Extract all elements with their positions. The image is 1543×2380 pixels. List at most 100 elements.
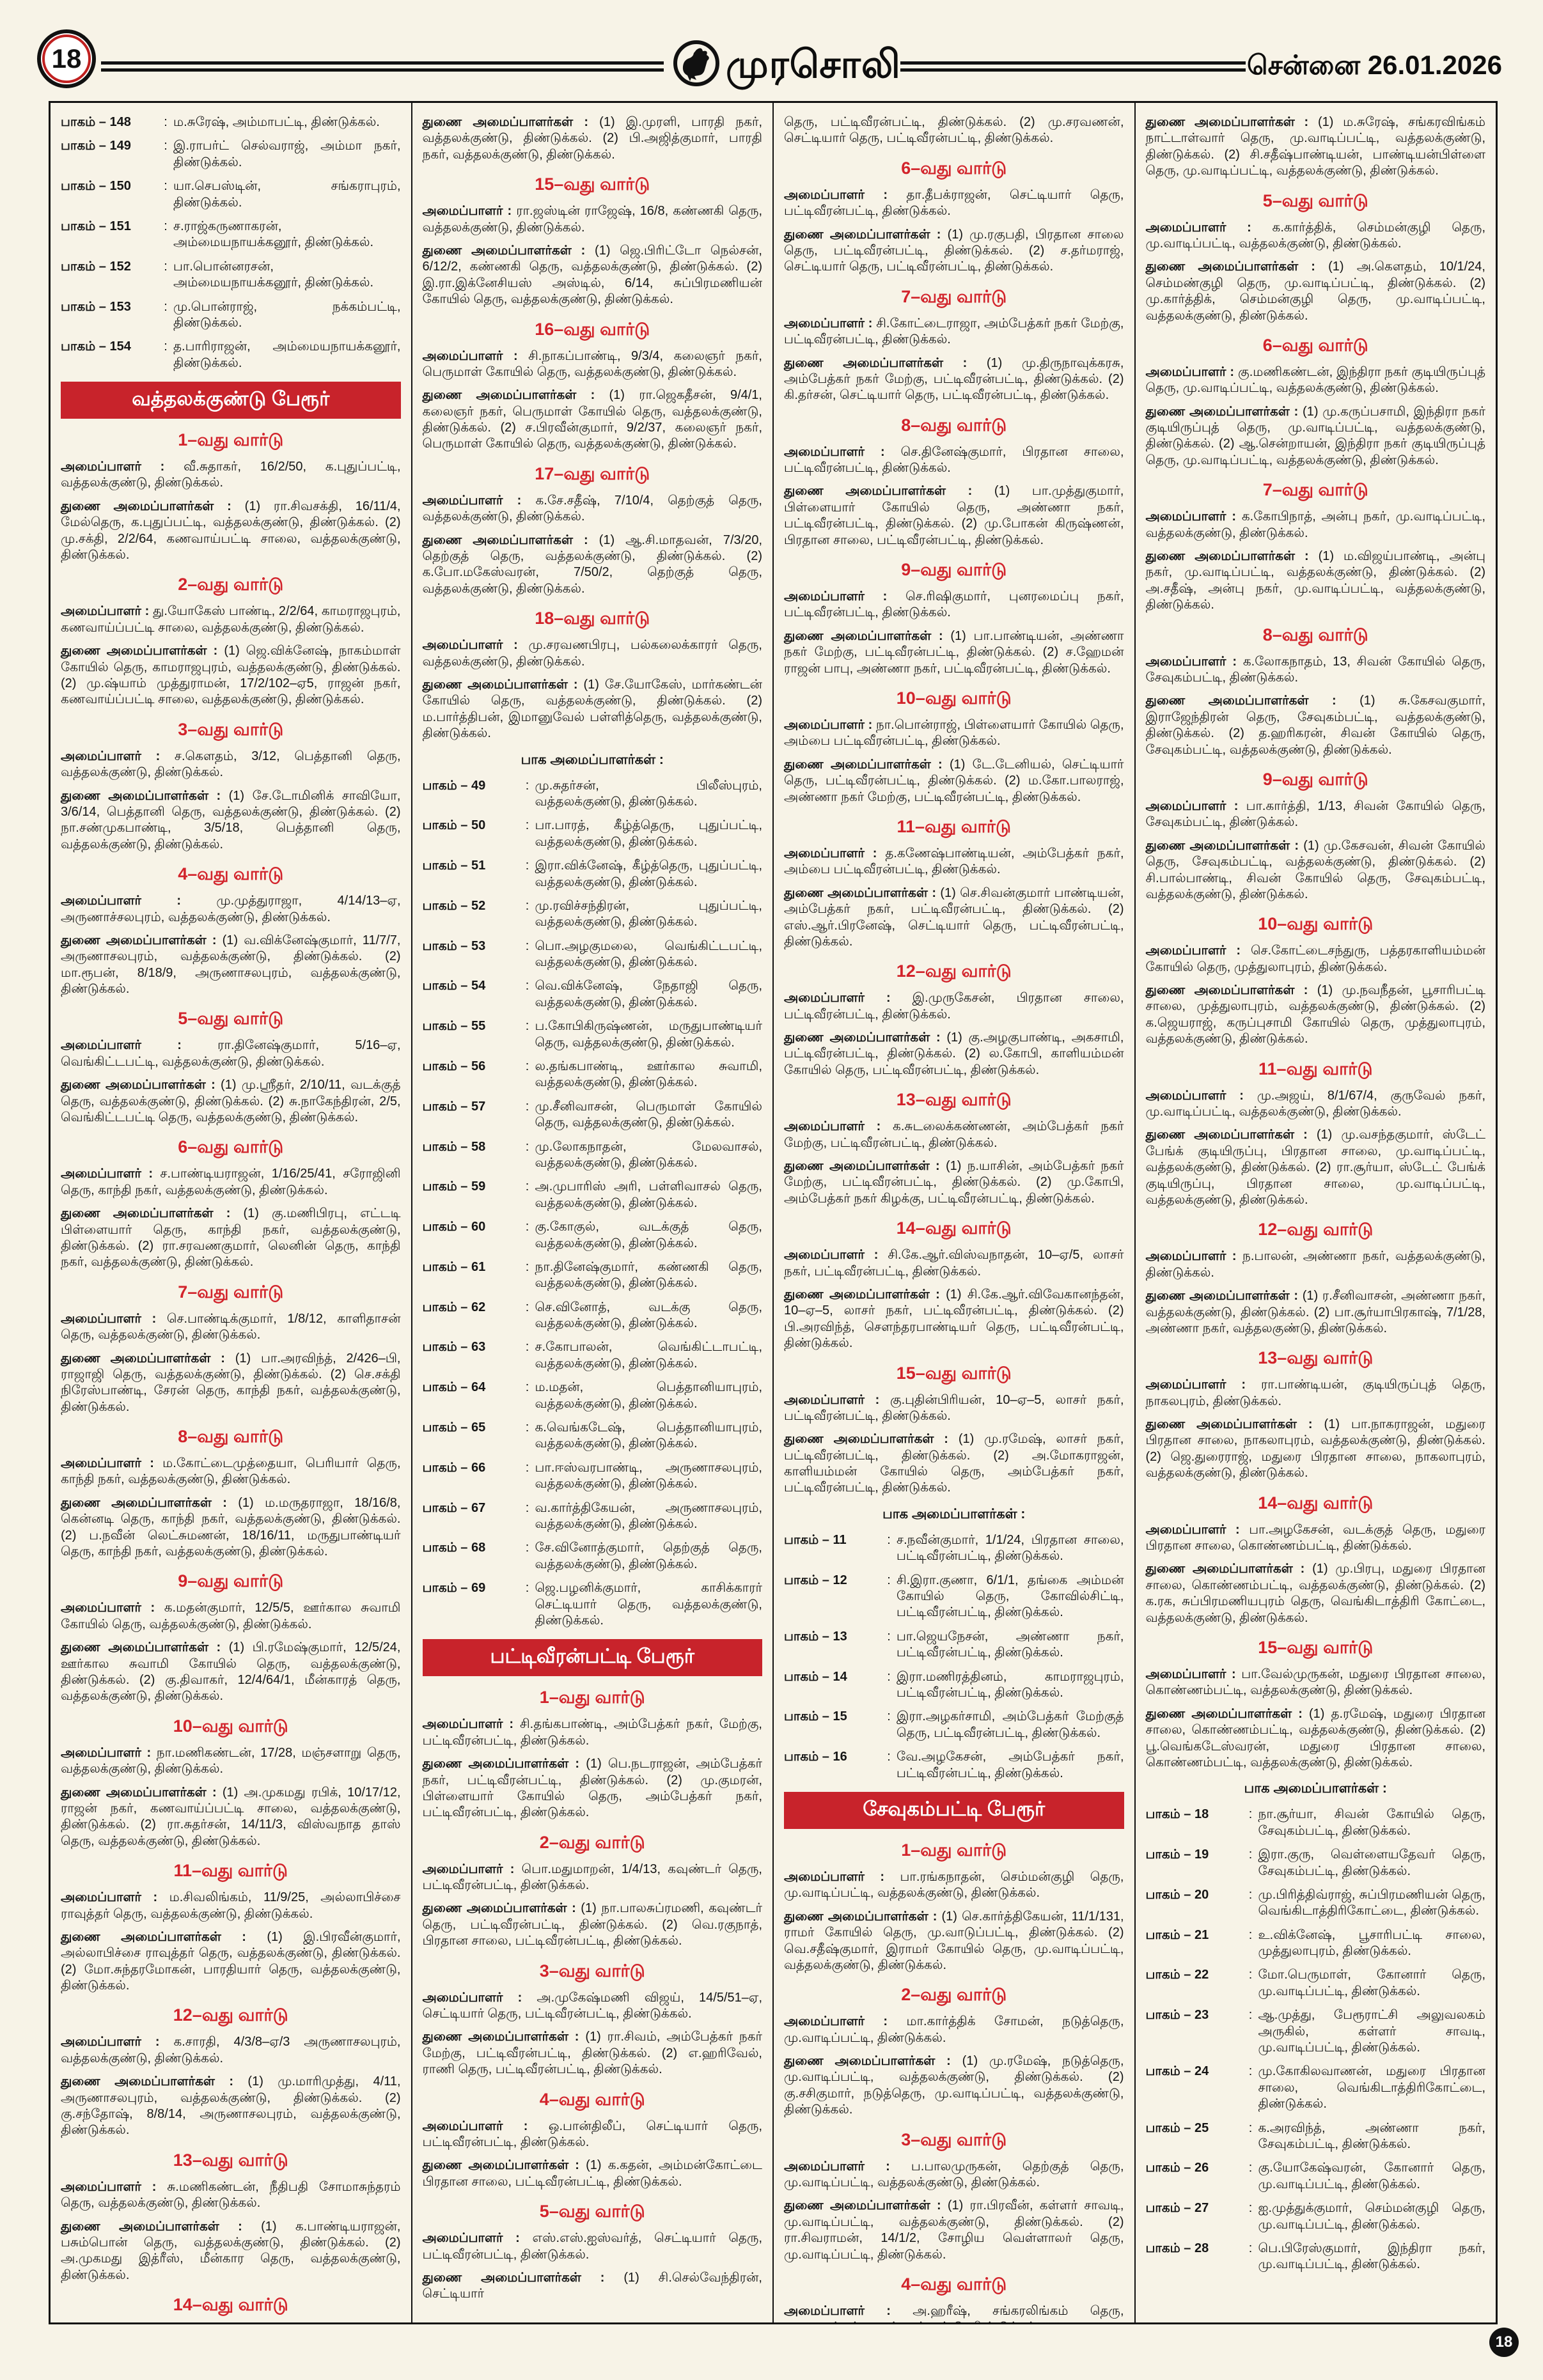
pagam-text: இரா.மணிரத்தினம், காமராஜபுரம், பட்டிவீரன்… xyxy=(897,1669,1124,1700)
pagam-separator: : xyxy=(164,179,168,194)
organizer-paragraph: அமைப்பாளர் : ரா.பாண்டியன், குடியிருப்புத… xyxy=(1145,1378,1486,1408)
pagam-text: நா.சூர்யா, சிவன் கோயில் தெரு, சேவுகம்பட்… xyxy=(1258,1807,1486,1838)
pagam-text: ம.சுரேஷ், அம்மாபட்டி, திண்டுக்கல். xyxy=(173,115,380,129)
paragraph-label: துணை அமைப்பாளர்கள் : xyxy=(422,677,584,692)
pagam-number: பாகம் – 19 xyxy=(1145,1847,1209,1862)
pagam-separator: : xyxy=(164,259,168,274)
pagam-number: பாகம் – 150 xyxy=(61,179,131,194)
ward-heading: 7–வது வார்டு xyxy=(178,1282,284,1302)
pagam-text: மு.லோகநாதன், மேலவாசல், வத்தலக்குண்டு, தி… xyxy=(535,1139,763,1170)
pagam-text: நா.தினேஷ்குமார், கண்ணகி தெரு, வத்தலக்குண… xyxy=(535,1259,763,1291)
pagam-number: பாகம் – 69 xyxy=(422,1581,486,1596)
pagam-text: மு.ரவிச்சந்திரன், புதுப்பட்டி, வத்தலக்கு… xyxy=(535,898,763,929)
paragraph-label: அமைப்பாளர் : xyxy=(1145,798,1246,813)
pagam-text: ஆ.முத்து, பேரூராட்சி அலுவலகம் அருகில், க… xyxy=(1258,2008,1486,2055)
pagam-row: பாகம் – 67: வ.கார்த்திகேயன், அருணாசலபுரம்… xyxy=(423,1500,763,1533)
ward-heading: 3–வது வார்டு xyxy=(901,2129,1007,2149)
deputy-organizers-paragraph: துணை அமைப்பாளர்கள் : (1) மு.ரமேஷ், நடுத்… xyxy=(784,2054,1124,2117)
pagam-separator: : xyxy=(887,1629,891,1644)
pagam-row: பாகம் – 59: அ.முபாரிஸ் அரி, பள்ளிவாசல் தெ… xyxy=(423,1179,763,1211)
pagam-row: பாகம் – 19: இரா.குரு, வெள்ளையதேவர் தெரு, … xyxy=(1146,1847,1486,1879)
pagam-number: பாகம் – 52 xyxy=(422,898,486,913)
deputy-organizers-paragraph: துணை அமைப்பாளர்கள் : (1) ம.விஜய்பாண்டி, … xyxy=(1145,549,1486,612)
deputy-organizers-paragraph: துணை அமைப்பாளர்கள் : (1) வ.விக்னேஷ்குமார… xyxy=(61,933,401,997)
pagam-row: பாகம் – 153: மு.பொன்ராஜ், நக்கம்பட்டி, தி… xyxy=(61,299,401,332)
pagam-separator: : xyxy=(1248,2201,1253,2216)
organizer-paragraph: அமைப்பாளர் : வீ.சுதாகர், 16/2/50, க.புது… xyxy=(61,460,401,490)
ward-heading: 7–வது வார்டு xyxy=(1262,480,1368,500)
ward-heading: 18–வது வார்டு xyxy=(535,609,650,628)
paragraph-label: அமைப்பாளர் : xyxy=(61,1456,163,1471)
pagam-number: பாகம் – 63 xyxy=(422,1340,486,1355)
pagam-text: உ.விக்னேஷ், பூசாரிபட்டி சாலை, முத்துலாபு… xyxy=(1258,1927,1486,1959)
paragraph-label: அமைப்பாளர் : xyxy=(422,204,517,219)
paragraph-label: துணை அமைப்பாளர்கள் : xyxy=(1145,260,1329,274)
pagam-text: அ.முபாரிஸ் அரி, பள்ளிவாசல் தெரு, வத்தலக்… xyxy=(535,1179,763,1210)
paragraph-label: துணை அமைப்பாளர்கள் : xyxy=(422,1757,586,1771)
pagam-row: பாகம் – 20: மு.பிரித்திவ்ராஜ், சுப்பிரமணி… xyxy=(1146,1887,1486,1920)
paragraph-label: துணை அமைப்பாளர்கள் : xyxy=(61,1078,221,1093)
pagam-text: வெ.விக்னேஷ், நேதாஜி தெரு, வத்தலக்குண்டு,… xyxy=(535,979,763,1009)
deputy-organizers-paragraph: துணை அமைப்பாளர்கள் : (1) கு.அழகுபாண்டி, … xyxy=(784,1031,1124,1077)
pagam-text: ஐ.முத்துக்குமார், செம்மன்குழி தெரு, மு.வ… xyxy=(1258,2201,1486,2232)
section-banner: வத்தலக்குண்டு பேரூர் xyxy=(61,382,401,419)
pagam-number: பாகம் – 21 xyxy=(1145,1927,1209,1942)
paragraph-label: துணை அமைப்பாளர்கள் : xyxy=(61,1929,267,1944)
pagam-separator: : xyxy=(887,1573,891,1587)
paragraph-label: துணை அமைப்பாளர்கள் : xyxy=(61,1206,244,1221)
pagam-separator: : xyxy=(525,1099,529,1114)
organizer-paragraph: அமைப்பாளர் : மா.கார்த்திக் சோமன், நடுத்த… xyxy=(784,2014,1124,2045)
paragraph-label: அமைப்பாளர் : xyxy=(1145,1378,1261,1392)
ward-heading: 8–வது வார்டு xyxy=(1262,625,1368,644)
pagam-number: பாகம் – 154 xyxy=(61,339,131,354)
paragraph-label: அமைப்பாளர் : xyxy=(784,1392,890,1407)
organizer-paragraph: அமைப்பாளர் : க.சே.சதீஷ், 7/10/4, தெற்குத… xyxy=(422,493,763,524)
deputy-organizers-paragraph: துணை அமைப்பாளர்கள் : (1) டே.டேனியல், செட… xyxy=(784,757,1124,804)
pagam-row: பாகம் – 25: க.அரவிந்த், அண்ணா நகர், சேவுக… xyxy=(1146,2120,1486,2153)
pagam-number: பாகம் – 16 xyxy=(784,1750,847,1764)
deputy-organizers-paragraph: துணை அமைப்பாளர்கள் : (1) சி.கே.ஆர்.விவேக… xyxy=(784,1287,1124,1351)
paragraph-label: அமைப்பாளர் : xyxy=(1145,1522,1249,1537)
organizer-paragraph: அமைப்பாளர் : மு.அஜய், 8/1/67/4, குருவேல்… xyxy=(1145,1088,1486,1119)
pagam-row: பாகம் – 13: பா.ஜெயநேசன், அண்ணா நகர், பட்ட… xyxy=(784,1629,1124,1661)
pagam-text: க.அரவிந்த், அண்ணா நகர், சேவுகம்பட்டி, தி… xyxy=(1258,2120,1486,2151)
organizer-paragraph: அமைப்பாளர் : து.யோகேஸ் பாண்டி, 2/2/64, க… xyxy=(61,604,401,635)
organizer-paragraph: அமைப்பாளர் : செ.ரிஷிகுமார், புனரமைப்பு ந… xyxy=(784,589,1124,620)
organizer-paragraph: அமைப்பாளர் : ரா.தினேஷ்குமார், 5/16–ஏ, வெ… xyxy=(61,1038,401,1069)
deputy-organizers-paragraph: துணை அமைப்பாளர்கள் : (1) சே.டோமினிக் சாவ… xyxy=(61,788,401,852)
ward-heading: 5–வது வார்டு xyxy=(539,2202,645,2221)
deputy-organizers-paragraph: துணை அமைப்பாளர்கள் : (1) மு.மாரிமுத்து, … xyxy=(61,2074,401,2138)
ward-heading: 1–வது வார்டு xyxy=(178,430,284,450)
deputy-organizers-paragraph: துணை அமைப்பாளர்கள் : (1) ரா.ஜெகதீசன், 9/… xyxy=(422,388,763,451)
pagam-number: பாகம் – 24 xyxy=(1145,2064,1209,2079)
organizer-paragraph: அமைப்பாளர் : ச.பாண்டியராஜன், 1/16/25/41,… xyxy=(61,1167,401,1197)
ward-heading: 15–வது வார்டு xyxy=(535,175,650,194)
pagam-row: பாகம் – 52: மு.ரவிச்சந்திரன், புதுப்பட்டி… xyxy=(423,898,763,931)
paragraph-label: அமைப்பாளர் : xyxy=(1145,1667,1242,1681)
paragraph-label: துணை அமைப்பாளர்கள் : xyxy=(422,533,599,547)
deputy-organizers-paragraph: துணை அமைப்பாளர்கள் : (1) மு.கேசவன், சிவன… xyxy=(1145,838,1486,901)
pagam-text: வே.அழகேசன், அம்பேத்கர் நகர், பட்டிவீரன்ப… xyxy=(897,1750,1124,1780)
pagam-row: பாகம் – 64: ம.மதன், பெத்தானியாபுரம், வத்த… xyxy=(423,1380,763,1412)
pagam-separator: : xyxy=(1248,2161,1253,2175)
paragraph-label: துணை அமைப்பாளர்கள் : xyxy=(422,2158,586,2173)
paragraph-label: துணை அமைப்பாளர்கள் : xyxy=(61,644,224,658)
paragraph-label: துணை அமைப்பாளர்கள் : xyxy=(61,1495,239,1510)
pagam-text: மு.கோகிலவாணன், மதுரை பிரதான சாலை, வெங்கி… xyxy=(1258,2064,1486,2112)
pagam-separator: : xyxy=(525,778,529,793)
deputy-organizers-paragraph: துணை அமைப்பாளர்கள் : (1) பா.அரவிந்த், 2/… xyxy=(61,1351,401,1414)
organizer-paragraph: அமைப்பாளர் : க.சுடலைக்கண்ணன், அம்பேத்கர்… xyxy=(784,1119,1124,1150)
ward-heading: 15–வது வார்டு xyxy=(1258,1638,1374,1657)
deputy-organizers-paragraph: துணை அமைப்பாளர்கள் : (1) ஆ.சி.மாதவன், 7/… xyxy=(422,533,763,596)
pagam-separator: : xyxy=(525,1300,529,1314)
deputy-organizers-paragraph: துணை அமைப்பாளர்கள் : (1) க.பாண்டியராஜன்,… xyxy=(61,2219,401,2282)
pagam-number: பாகம் – 14 xyxy=(784,1669,847,1684)
pagam-text: த.பாரிராஜன், அம்மையநாயக்கனூர், திண்டுக்க… xyxy=(173,339,401,370)
paragraph-label: அமைப்பாளர் : xyxy=(784,717,876,732)
ward-heading: 3–வது வார்டு xyxy=(178,719,284,739)
column-4: துணை அமைப்பாளர்கள் : (1) ம.சுரேஷ், சங்கர… xyxy=(1134,103,1496,2322)
paragraph-label: அமைப்பாளர் : xyxy=(422,1990,537,2005)
deputy-organizers-paragraph: துணை அமைப்பாளர்கள் : (1) மு.வசந்தகுமார்,… xyxy=(1145,1128,1486,1207)
pagam-number: பாகம் – 25 xyxy=(1145,2120,1209,2135)
paragraph-label: துணை அமைப்பாளர்கள் : xyxy=(61,788,229,803)
